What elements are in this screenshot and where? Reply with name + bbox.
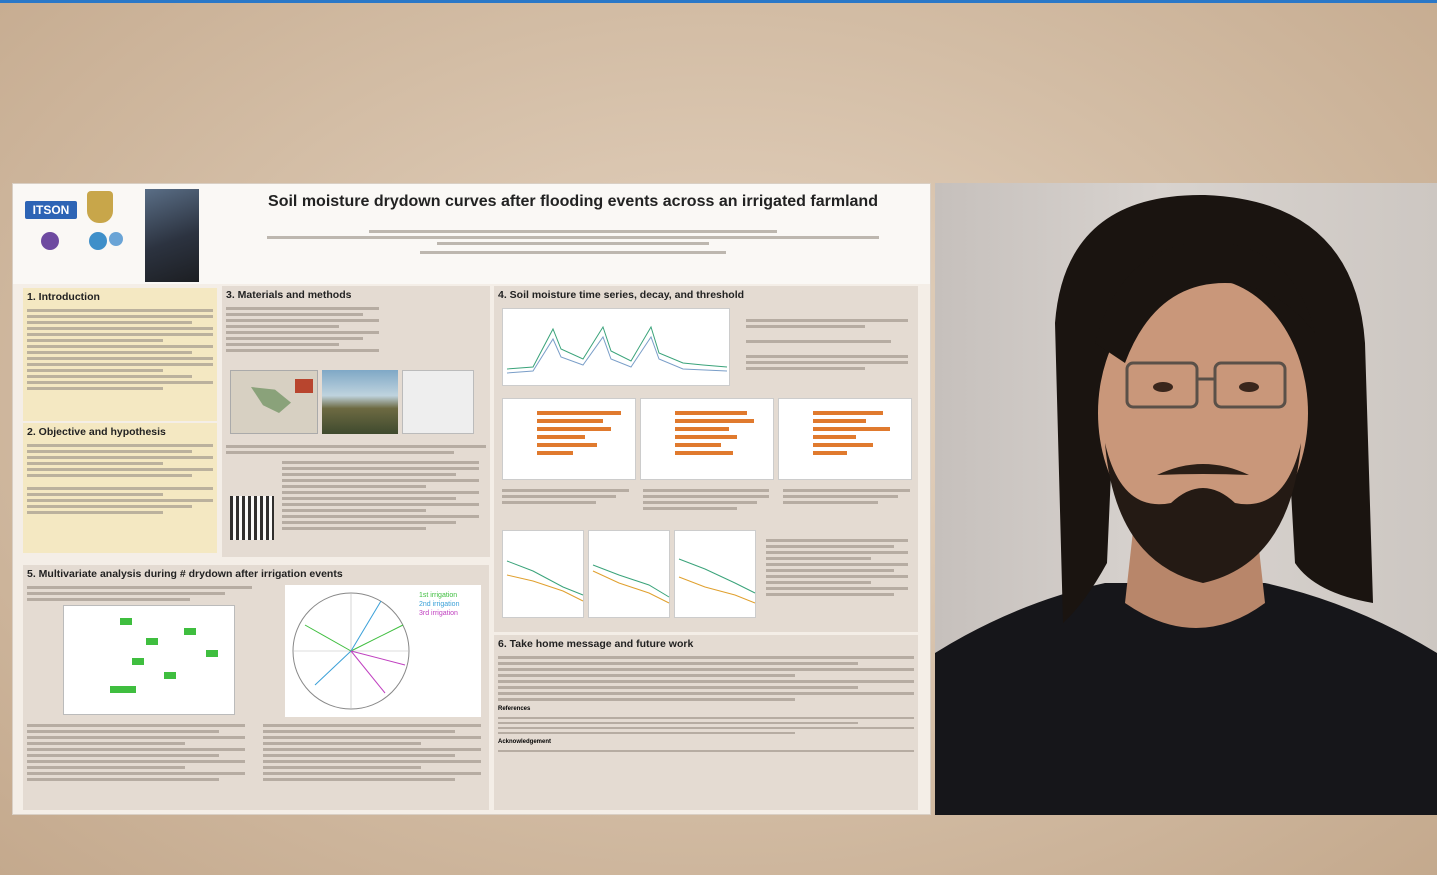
section-title: 6. Take home message and future work [494, 635, 918, 653]
legend-irrigation-1: 1st irrigation [419, 591, 459, 600]
correlation-table [63, 605, 235, 715]
section-title: 5. Multivariate analysis during # drydow… [23, 565, 489, 583]
section-methods: 3. Materials and methods [222, 286, 490, 557]
section-introduction: 1. Introduction [23, 288, 217, 421]
section-title: 4. Soil moisture time series, decay, and… [494, 286, 918, 304]
section-objective: 2. Objective and hypothesis [23, 423, 217, 553]
author-photo [145, 189, 199, 282]
timeseries-chart [502, 308, 730, 386]
poster-slide: ITSON Soil moisture drydown curves after… [12, 183, 931, 815]
fao-logo-icon [89, 232, 107, 250]
threshold-chart-1 [502, 530, 584, 618]
legend-irrigation-2: 2nd irrigation [419, 600, 459, 609]
section-title: 3. Materials and methods [222, 286, 490, 304]
section-timeseries: 4. Soil moisture time series, decay, and… [494, 286, 918, 632]
study-site-map [230, 370, 318, 434]
field-photo [322, 370, 398, 434]
qr-code [230, 496, 274, 540]
sensor-diagram [402, 370, 474, 434]
section-multivariate: 5. Multivariate analysis during # drydow… [23, 565, 489, 810]
section-title: 1. Introduction [23, 288, 217, 306]
pca-circle-chart: 1st irrigation 2nd irrigation 3rd irriga… [285, 585, 481, 717]
decay-bar-chart-2 [640, 398, 774, 480]
section-title: 2. Objective and hypothesis [23, 423, 217, 441]
conacyt-logo-icon [41, 232, 59, 250]
crest-logo-icon [87, 191, 113, 223]
references-heading: References [494, 704, 918, 714]
poster-header: ITSON Soil moisture drydown curves after… [13, 184, 931, 284]
presenter-video [935, 183, 1437, 815]
threshold-chart-3 [674, 530, 756, 618]
webcam-feed [935, 183, 1437, 815]
acknowledgement-heading: Acknowledgement [494, 737, 918, 747]
itson-logo: ITSON [25, 201, 77, 219]
decay-bar-chart-3 [778, 398, 912, 480]
un-logo-icon [109, 232, 123, 246]
section-takehome: 6. Take home message and future work Ref… [494, 635, 918, 810]
legend-irrigation-3: 3rd irrigation [419, 609, 459, 618]
top-accent-line [0, 0, 1437, 3]
decay-bar-chart-1 [502, 398, 636, 480]
threshold-chart-2 [588, 530, 670, 618]
poster-title: Soil moisture drydown curves after flood… [213, 193, 931, 211]
poster-authors [233, 227, 913, 260]
